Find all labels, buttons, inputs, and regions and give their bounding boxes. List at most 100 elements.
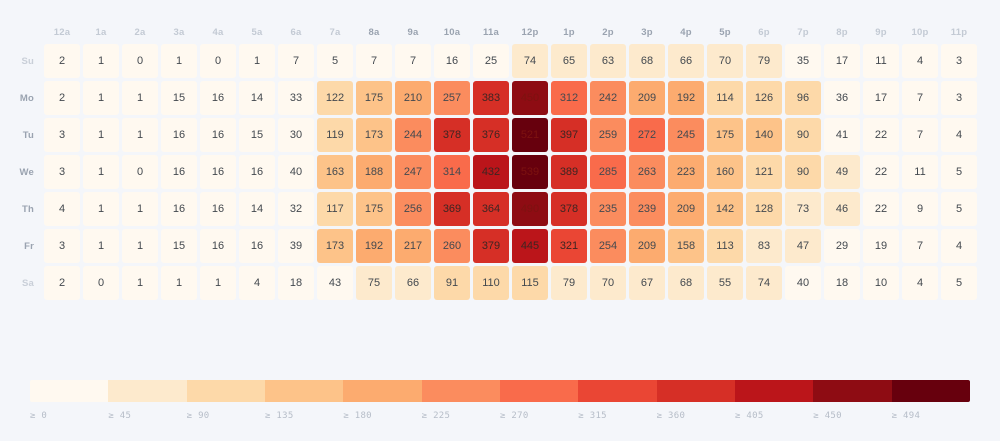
heatmap-cell[interactable]: 3 — [44, 118, 80, 152]
heatmap-cell[interactable]: 3 — [44, 155, 80, 189]
heatmap-cell[interactable]: 2 — [44, 266, 80, 300]
heatmap-cell[interactable]: 272 — [629, 118, 665, 152]
heatmap-cell[interactable]: 376 — [473, 118, 509, 152]
heatmap-cell[interactable]: 321 — [551, 229, 587, 263]
heatmap-cell[interactable]: 3 — [941, 44, 977, 78]
heatmap-cell[interactable]: 1 — [161, 44, 197, 78]
heatmap-cell[interactable]: 432 — [473, 155, 509, 189]
heatmap-cell[interactable]: 115 — [512, 266, 548, 300]
heatmap-cell[interactable]: 260 — [434, 229, 470, 263]
heatmap-cell[interactable]: 4 — [941, 229, 977, 263]
heatmap-cell[interactable]: 47 — [785, 229, 821, 263]
heatmap-cell[interactable]: 160 — [707, 155, 743, 189]
heatmap-cell[interactable]: 235 — [590, 192, 626, 226]
heatmap-cell[interactable]: 114 — [707, 81, 743, 115]
heatmap-cell[interactable]: 119 — [317, 118, 353, 152]
heatmap-cell[interactable]: 3 — [941, 81, 977, 115]
heatmap-cell[interactable]: 11 — [902, 155, 938, 189]
heatmap-cell[interactable]: 1 — [122, 192, 158, 226]
heatmap-cell[interactable]: 40 — [278, 155, 314, 189]
heatmap-cell[interactable]: 521 — [512, 118, 548, 152]
heatmap-cell[interactable]: 3 — [44, 229, 80, 263]
heatmap-cell[interactable]: 1 — [83, 229, 119, 263]
heatmap-cell[interactable]: 379 — [473, 229, 509, 263]
heatmap-cell[interactable]: 1 — [200, 266, 236, 300]
heatmap-cell[interactable]: 1 — [122, 229, 158, 263]
heatmap-cell[interactable]: 74 — [746, 266, 782, 300]
heatmap-cell[interactable]: 1 — [239, 44, 275, 78]
heatmap-cell[interactable]: 10 — [863, 266, 899, 300]
heatmap-cell[interactable]: 1 — [122, 81, 158, 115]
heatmap-cell[interactable]: 2 — [44, 44, 80, 78]
heatmap-cell[interactable]: 0 — [83, 266, 119, 300]
heatmap-cell[interactable]: 7 — [902, 118, 938, 152]
heatmap-cell[interactable]: 16 — [161, 118, 197, 152]
heatmap-cell[interactable]: 4 — [44, 192, 80, 226]
heatmap-cell[interactable]: 209 — [629, 81, 665, 115]
heatmap-cell[interactable]: 0 — [200, 44, 236, 78]
heatmap-cell[interactable]: 285 — [590, 155, 626, 189]
heatmap-cell[interactable]: 17 — [863, 81, 899, 115]
heatmap-cell[interactable]: 163 — [317, 155, 353, 189]
legend-swatch[interactable] — [421, 380, 500, 402]
heatmap-cell[interactable]: 18 — [824, 266, 860, 300]
heatmap-cell[interactable]: 188 — [356, 155, 392, 189]
heatmap-cell[interactable]: 49 — [824, 155, 860, 189]
heatmap-cell[interactable]: 1 — [83, 155, 119, 189]
heatmap-cell[interactable]: 175 — [356, 192, 392, 226]
legend-swatch[interactable] — [499, 380, 579, 402]
heatmap-cell[interactable]: 11 — [863, 44, 899, 78]
heatmap-cell[interactable]: 90 — [785, 155, 821, 189]
heatmap-cell[interactable]: 39 — [278, 229, 314, 263]
heatmap-cell[interactable]: 1 — [83, 192, 119, 226]
heatmap-cell[interactable]: 70 — [707, 44, 743, 78]
heatmap-cell[interactable]: 4 — [902, 266, 938, 300]
heatmap-cell[interactable]: 5 — [941, 155, 977, 189]
heatmap-cell[interactable]: 450 — [512, 81, 548, 115]
legend-swatch[interactable] — [891, 380, 970, 402]
heatmap-cell[interactable]: 209 — [668, 192, 704, 226]
heatmap-cell[interactable]: 16 — [200, 118, 236, 152]
heatmap-cell[interactable]: 254 — [590, 229, 626, 263]
heatmap-cell[interactable]: 22 — [863, 192, 899, 226]
heatmap-cell[interactable]: 16 — [200, 155, 236, 189]
heatmap-cell[interactable]: 32 — [278, 192, 314, 226]
heatmap-cell[interactable]: 16 — [239, 155, 275, 189]
heatmap-cell[interactable]: 175 — [356, 81, 392, 115]
heatmap-cell[interactable]: 0 — [122, 44, 158, 78]
heatmap-cell[interactable]: 67 — [629, 266, 665, 300]
heatmap-cell[interactable]: 217 — [395, 229, 431, 263]
heatmap-cell[interactable]: 75 — [356, 266, 392, 300]
legend-swatch[interactable] — [578, 380, 657, 402]
heatmap-cell[interactable]: 33 — [278, 81, 314, 115]
heatmap-cell[interactable]: 245 — [668, 118, 704, 152]
heatmap-cell[interactable]: 14 — [239, 81, 275, 115]
heatmap-cell[interactable]: 7 — [902, 229, 938, 263]
heatmap-cell[interactable]: 4 — [239, 266, 275, 300]
heatmap-cell[interactable]: 158 — [668, 229, 704, 263]
heatmap-cell[interactable]: 113 — [707, 229, 743, 263]
heatmap-cell[interactable]: 18 — [278, 266, 314, 300]
heatmap-cell[interactable]: 4 — [941, 118, 977, 152]
heatmap-cell[interactable]: 16 — [200, 229, 236, 263]
heatmap-cell[interactable]: 128 — [746, 192, 782, 226]
legend-swatch[interactable] — [656, 380, 735, 402]
heatmap-cell[interactable]: 126 — [746, 81, 782, 115]
heatmap-cell[interactable]: 397 — [551, 118, 587, 152]
legend-swatch[interactable] — [343, 380, 422, 402]
heatmap-cell[interactable]: 369 — [434, 192, 470, 226]
heatmap-cell[interactable]: 40 — [785, 266, 821, 300]
heatmap-cell[interactable]: 1 — [122, 266, 158, 300]
heatmap-cell[interactable]: 389 — [551, 155, 587, 189]
heatmap-cell[interactable]: 192 — [356, 229, 392, 263]
heatmap-cell[interactable]: 239 — [629, 192, 665, 226]
heatmap-cell[interactable]: 378 — [551, 192, 587, 226]
heatmap-cell[interactable]: 142 — [707, 192, 743, 226]
heatmap-cell[interactable]: 16 — [434, 44, 470, 78]
heatmap-cell[interactable]: 66 — [395, 266, 431, 300]
heatmap-cell[interactable]: 263 — [629, 155, 665, 189]
heatmap-cell[interactable]: 16 — [161, 192, 197, 226]
heatmap-cell[interactable]: 247 — [395, 155, 431, 189]
heatmap-cell[interactable]: 16 — [200, 192, 236, 226]
heatmap-cell[interactable]: 364 — [473, 192, 509, 226]
